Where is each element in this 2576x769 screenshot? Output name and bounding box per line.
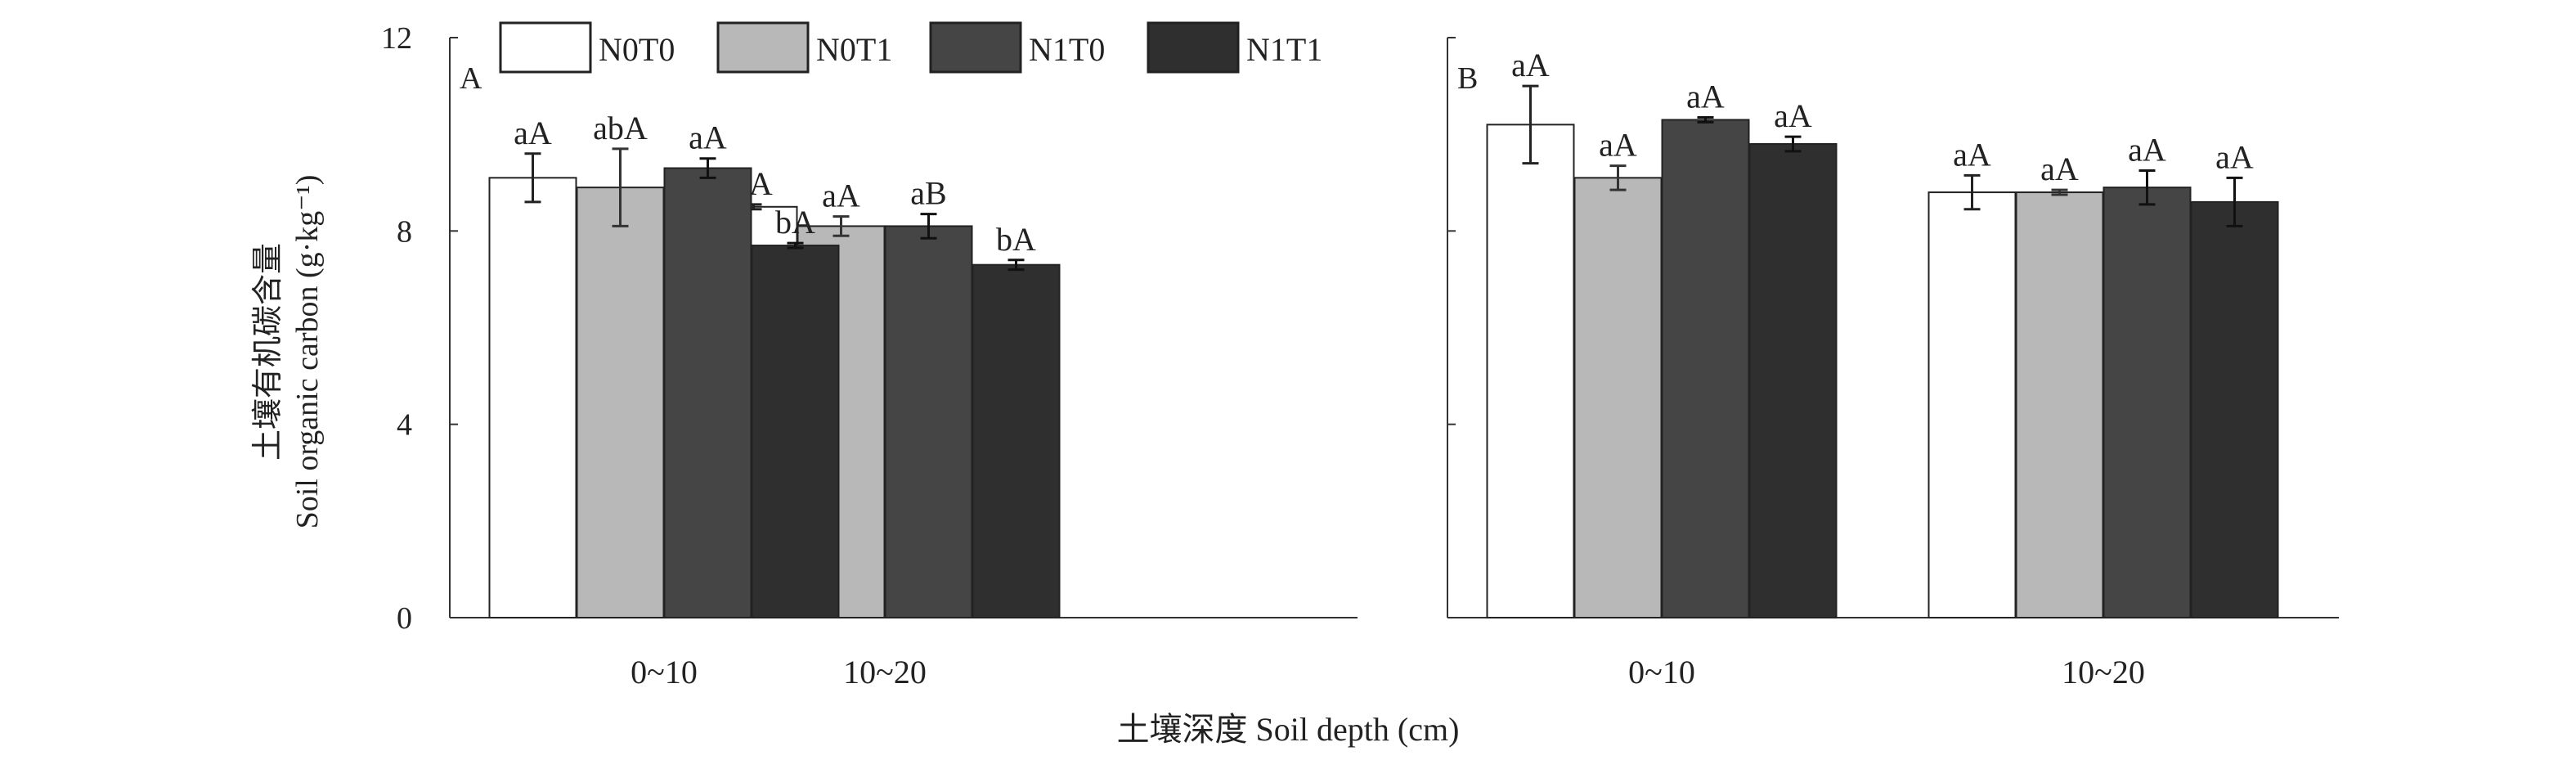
- x-tick-label: 0~10: [631, 654, 698, 690]
- bar-n1t0: [663, 167, 752, 618]
- y-tick-label: 0: [397, 601, 412, 636]
- legend-label: N1T1: [1246, 31, 1322, 68]
- bar-n0t1: [1573, 177, 1663, 618]
- legend-swatch-n1t0: [929, 21, 1022, 74]
- bar-n1t1: [2190, 200, 2279, 618]
- legend-label: N0T1: [816, 31, 892, 68]
- x-axis-label: 土壤深度 Soil depth (cm): [1117, 711, 1460, 748]
- x-tick-label: 10~20: [2062, 654, 2145, 690]
- panel-label: B: [1457, 61, 1478, 96]
- significance-label: abA: [593, 110, 648, 146]
- bar-n1t1: [751, 245, 840, 618]
- significance-label: aA: [2040, 151, 2079, 187]
- significance-label: aA: [2128, 131, 2166, 168]
- bar-n1t0: [1661, 119, 1750, 619]
- bar-n1t1: [972, 263, 1061, 618]
- y-tick-label: 4: [397, 408, 412, 443]
- significance-label: aA: [822, 178, 860, 214]
- y-axis-label-cn: 土壤有机碳含量: [251, 243, 285, 461]
- significance-label: aB: [910, 175, 946, 212]
- bar-n1t0: [2103, 187, 2192, 619]
- bar-n0t0: [488, 177, 577, 618]
- legend-swatch-n1t1: [1147, 21, 1240, 74]
- y-tick-label: 8: [397, 214, 412, 249]
- panel-b: B 0~10 10~20 aA aA aA aA aA aA aA aA: [1447, 37, 2339, 690]
- panel-label: A: [460, 61, 482, 96]
- legend: N0T0 N0T1 N1T0 N1T1: [499, 21, 1322, 74]
- y-tick-label: 12: [381, 21, 412, 56]
- significance-label: bA: [775, 204, 815, 241]
- significance-label: aA: [1774, 97, 1812, 134]
- significance-label: aA: [514, 115, 552, 151]
- bar-n0t0: [1486, 124, 1575, 619]
- bar-n0t1: [2015, 191, 2104, 619]
- bar-n0t0: [1928, 191, 2017, 619]
- bar-n0t1: [576, 187, 665, 619]
- significance-label: aA: [1511, 47, 1550, 83]
- x-tick-label: 10~20: [843, 654, 927, 690]
- legend-label: N0T0: [599, 31, 675, 68]
- bar-n1t0: [884, 225, 973, 618]
- legend-swatch-n0t1: [716, 21, 810, 74]
- significance-label: aA: [2215, 138, 2254, 175]
- significance-label: bA: [996, 221, 1036, 258]
- significance-label: aA: [1953, 136, 1991, 173]
- y-axis-label-en: Soil organic carbon (g·kg⁻¹): [290, 175, 325, 529]
- legend-swatch-n0t0: [499, 21, 592, 74]
- x-tick-label: 0~10: [1628, 654, 1695, 690]
- significance-label: aA: [1599, 127, 1637, 164]
- significance-label: aA: [1686, 78, 1725, 115]
- legend-label: N1T0: [1029, 31, 1105, 68]
- significance-label: aA: [689, 119, 727, 156]
- bar-n1t1: [1748, 142, 1838, 618]
